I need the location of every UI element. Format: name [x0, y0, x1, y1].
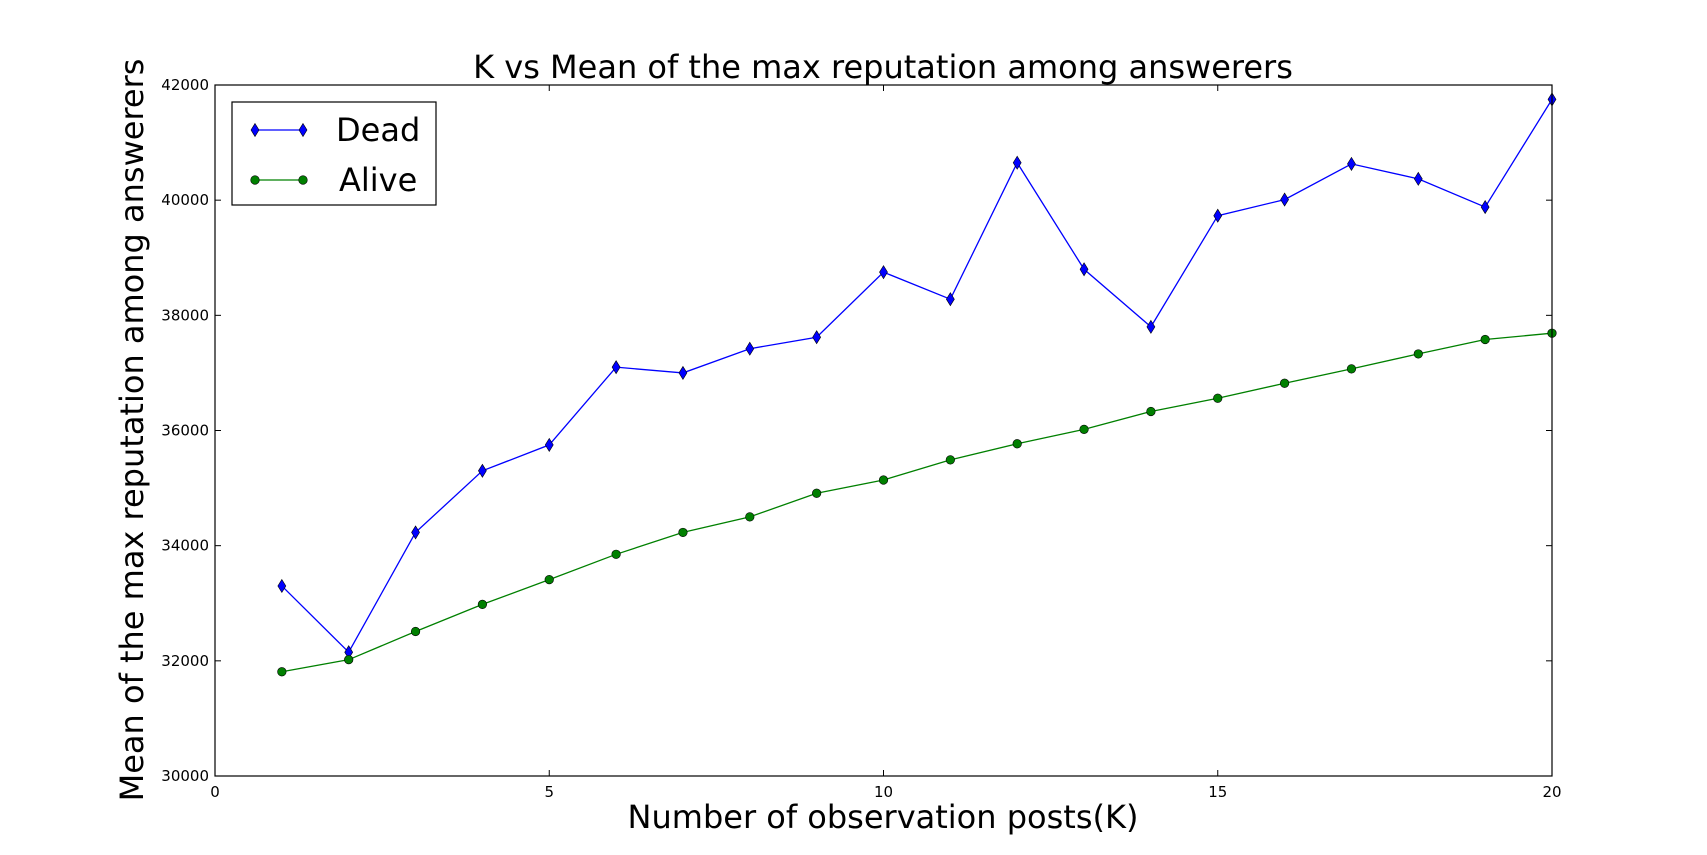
- data-point-alive: [945, 455, 955, 465]
- y-axis-label: Mean of the max reputation among answere…: [113, 59, 151, 802]
- data-point-alive: [1279, 378, 1290, 388]
- x-tick-label: 10: [874, 783, 893, 801]
- y-tick-label: 30000: [161, 767, 209, 785]
- data-point-dead: [1146, 319, 1156, 334]
- x-tick-label: 20: [1542, 783, 1561, 801]
- x-axis: 0 5 10 15 20: [210, 85, 1562, 801]
- y-tick-label: 34000: [161, 537, 209, 555]
- plot-area: [277, 92, 1557, 677]
- legend: Dead Alive: [231, 101, 437, 206]
- legend-label-dead: Dead: [336, 111, 420, 149]
- data-point-alive: [410, 626, 421, 637]
- data-point-dead: [277, 578, 287, 594]
- x-tick-label: 0: [210, 783, 220, 801]
- y-tick-label: 32000: [161, 652, 209, 670]
- x-tick-label: 15: [1208, 783, 1227, 801]
- data-point-alive: [544, 575, 554, 585]
- legend-markers-dead: [250, 122, 308, 138]
- data-point-alive: [344, 655, 354, 665]
- y-tick-label: 42000: [161, 76, 209, 94]
- data-point-dead: [945, 292, 955, 307]
- data-point-dead: [1413, 171, 1423, 186]
- data-point-dead: [1012, 155, 1022, 170]
- legend-marker-alive: [250, 175, 260, 185]
- data-point-alive: [878, 475, 889, 485]
- data-point-dead: [812, 330, 822, 345]
- series-line-alive: [281, 332, 1553, 673]
- data-point-alive: [477, 599, 488, 610]
- y-tick-label: 40000: [161, 191, 209, 209]
- y-tick-label: 38000: [161, 306, 209, 324]
- data-point-alive: [1346, 364, 1357, 374]
- data-point-dead: [478, 463, 487, 478]
- data-point-alive: [1146, 406, 1156, 417]
- x-tick-label: 5: [544, 783, 554, 801]
- data-point-dead: [1480, 200, 1490, 215]
- legend-marker-dead: [250, 122, 260, 138]
- data-point-alive: [1413, 349, 1423, 359]
- data-point-alive: [812, 488, 822, 498]
- data-point-dead: [678, 365, 688, 380]
- data-point-dead: [1347, 156, 1356, 171]
- data-point-dead: [411, 525, 420, 540]
- legend-box: [231, 101, 437, 206]
- legend-marker-dead: [298, 122, 308, 138]
- data-point-alive: [1480, 334, 1490, 345]
- data-point-dead: [1079, 262, 1089, 277]
- legend-markers-alive: [250, 175, 308, 185]
- data-point-alive: [611, 549, 621, 559]
- data-point-alive: [745, 512, 755, 522]
- data-point-dead: [544, 437, 554, 452]
- data-point-alive: [1012, 439, 1022, 449]
- data-point-dead: [1280, 192, 1289, 207]
- series-line-dead: [281, 99, 1553, 654]
- data-point-dead: [879, 265, 888, 280]
- data-point-alive: [678, 527, 688, 538]
- data-point-alive: [277, 667, 287, 677]
- data-point-dead: [745, 341, 755, 356]
- y-tick-label: 36000: [161, 422, 209, 440]
- legend-label-alive: Alive: [339, 161, 417, 199]
- legend-marker-alive: [298, 175, 308, 185]
- data-point-alive: [1213, 393, 1223, 403]
- data-point-dead: [611, 360, 621, 375]
- chart-title: K vs Mean of the max reputation among an…: [473, 48, 1293, 86]
- data-point-alive: [1079, 424, 1089, 434]
- data-point-dead: [1213, 208, 1223, 223]
- x-axis-label: Number of observation posts(K): [628, 798, 1139, 836]
- y-axis: 30000 32000 34000 36000 38000 40000 42000: [161, 76, 1552, 785]
